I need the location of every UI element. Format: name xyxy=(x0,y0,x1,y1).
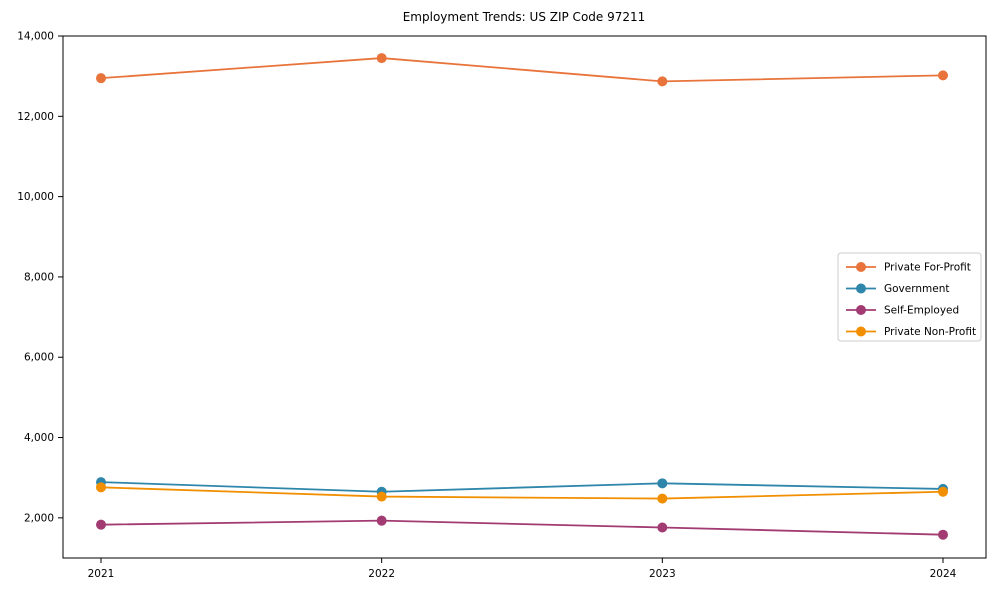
plot-border xyxy=(62,35,987,559)
series-line-government xyxy=(100,481,944,493)
y-axis-tick-label: 12,000 xyxy=(17,111,54,123)
chart-title: Employment Trends: US ZIP Code 97211 xyxy=(403,10,646,24)
legend-swatch-marker xyxy=(856,283,866,294)
legend: Private For-Profit Government Self-Employe… xyxy=(837,252,982,342)
series-marker-self-employed xyxy=(938,529,948,540)
series-marker-private-for-profit xyxy=(938,70,948,81)
series-marker-private-non-profit xyxy=(657,493,668,504)
y-axis-tick-label: 10,000 xyxy=(17,191,54,203)
series-marker-self-employed xyxy=(376,515,387,526)
x-axis-tick-label: 2023 xyxy=(649,568,676,580)
legend-swatch-marker xyxy=(856,305,866,315)
series-marker-private-for-profit xyxy=(657,76,668,87)
legend-label: Government xyxy=(884,283,949,295)
series-marker-private-for-profit xyxy=(376,53,387,64)
y-axis-tick-label: 6,000 xyxy=(24,352,54,364)
x-axis-tick-label: 2024 xyxy=(930,568,957,580)
series-line-private-non-profit xyxy=(100,486,944,500)
series-marker-self-employed xyxy=(96,519,106,530)
y-axis: 2,000 4,000 6,000 8,000 10,000 12,000 14,000 xyxy=(17,31,63,524)
y-axis-tick-label: 14,000 xyxy=(17,31,54,43)
series-marker-private-non-profit xyxy=(96,482,106,493)
legend-swatch-marker xyxy=(856,262,866,272)
y-axis-tick-label: 4,000 xyxy=(24,432,54,444)
legend-label: Private Non-Profit xyxy=(884,326,976,338)
series-marker-private-non-profit xyxy=(938,486,948,497)
series-marker-government xyxy=(657,478,668,489)
legend-label: Self-Employed xyxy=(884,305,959,317)
series-line-private-for-profit xyxy=(100,57,944,83)
legend-label: Private For-Profit xyxy=(884,262,971,274)
series-line-self-employed xyxy=(100,519,944,536)
legend-box xyxy=(837,252,982,342)
series-marker-self-employed xyxy=(657,522,668,533)
x-axis-tick-label: 2022 xyxy=(368,568,395,580)
series-marker-private-non-profit xyxy=(376,491,387,502)
series-marker-private-for-profit xyxy=(96,73,106,84)
x-axis: 2021 2022 2023 2024 xyxy=(88,558,957,580)
legend-swatch-marker xyxy=(856,326,866,337)
x-axis-tick-label: 2021 xyxy=(88,568,115,580)
y-axis-tick-label: 2,000 xyxy=(24,512,54,524)
series-group xyxy=(96,53,948,540)
y-axis-tick-label: 8,000 xyxy=(24,271,54,283)
